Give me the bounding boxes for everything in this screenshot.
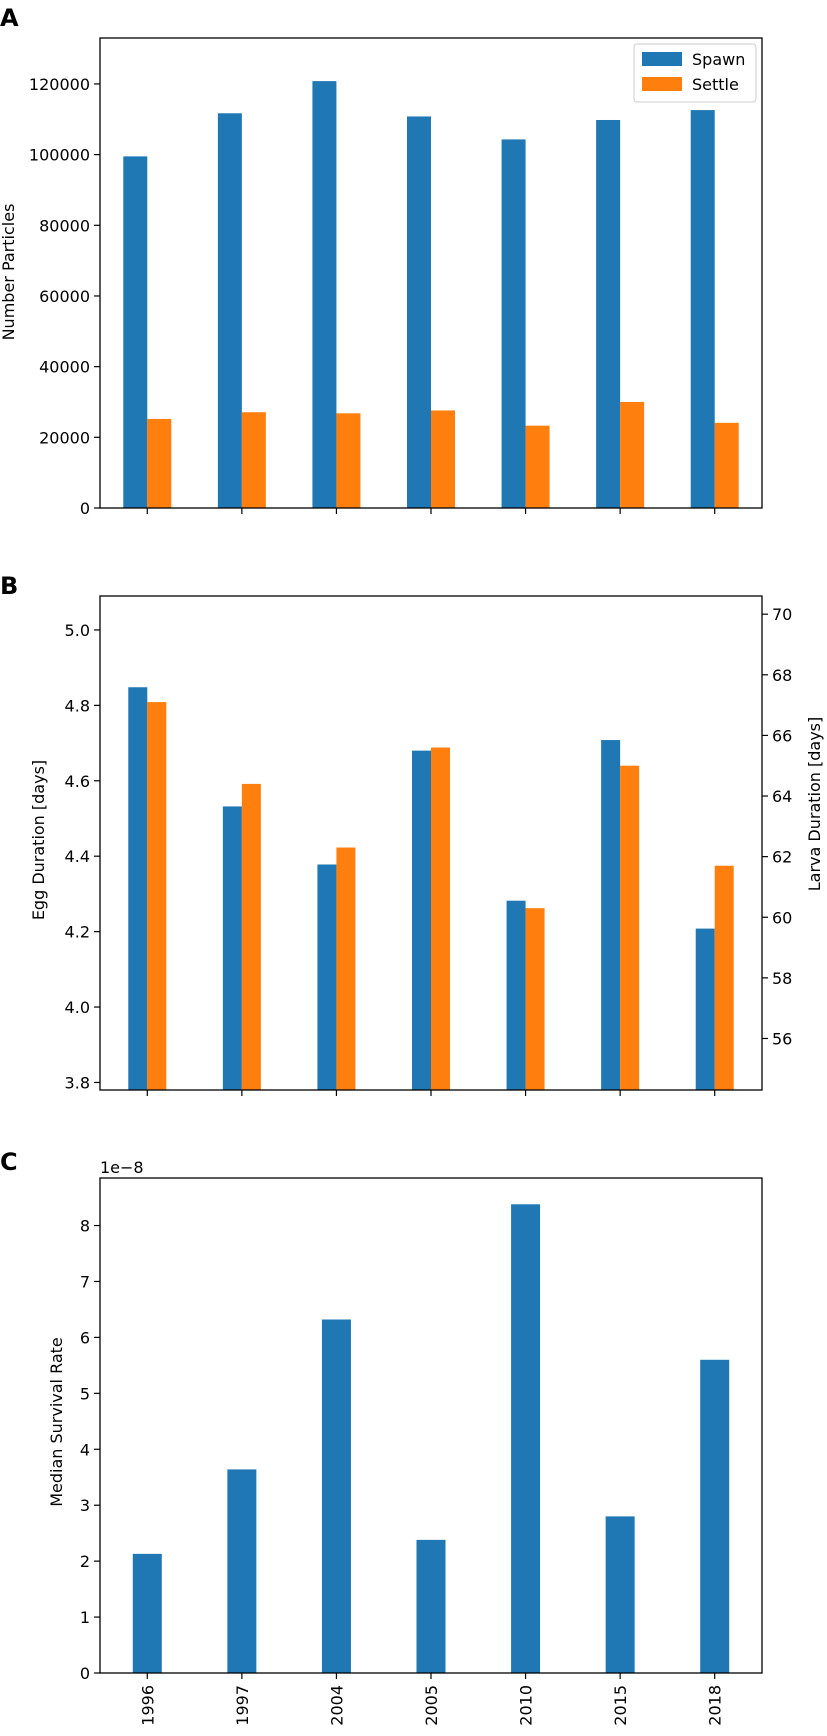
panel-c-xtick-label: 2018 [706,1685,725,1726]
panel-b-ytick-label-right: 68 [772,666,792,685]
bar-spawn-1996 [123,156,148,508]
bar-survival-1996 [132,1553,162,1673]
panel-a-ytick-label: 120000 [29,75,90,94]
panel-c-offset-text: 1e−8 [100,1158,144,1177]
bar-survival-2005 [416,1539,446,1673]
panel-c-ytick-label: 2 [80,1552,90,1571]
panel-b-chart: Egg Duration [days] Larva Duration [days… [29,595,824,1096]
bar-egg-duration-2004 [317,864,337,1090]
bar-settle-2005 [431,410,455,508]
panel-c-ytick-label: 6 [80,1328,90,1347]
bar-settle-2004 [336,413,361,508]
panel-a-ytick-label: 40000 [39,358,90,377]
panel-c-ytick-label: 4 [80,1440,90,1459]
panel-b-ylabel-left: Egg Duration [days] [29,760,48,920]
panel-c-xtick-label: 2015 [611,1685,630,1726]
bar-egg-duration-2010 [506,900,526,1090]
panel-b-ytick-label: 4.6 [65,772,90,791]
panel-c-ylabel: Median Survival Rate [47,1337,66,1507]
panel-a-ylabel: Number Particles [0,204,18,341]
panel-b-ytick-label-right: 58 [772,969,792,988]
panel-b-ytick-label: 4.4 [65,847,90,866]
bar-settle-1996 [147,418,172,508]
bar-larva-duration-2015 [620,765,640,1090]
panel-c-ytick-label: 8 [80,1217,90,1236]
panel-b-ytick-label: 5.0 [65,621,90,640]
panel-b-ytick-label-right: 64 [772,787,792,806]
panel-a-ytick-label: 20000 [39,428,90,447]
bar-survival-2015 [605,1516,635,1673]
legend-label-settle: Settle [692,75,739,94]
panel-a-legend: Spawn Settle [633,43,757,103]
panel-b-ytick-label-right: 62 [772,848,792,867]
panel-c-ytick-label: 0 [80,1664,90,1683]
panel-c-xtick-label: 1997 [233,1685,252,1726]
panel-label-c: C [0,1148,18,1176]
bar-egg-duration-1996 [128,687,148,1090]
bar-settle-2015 [620,401,645,508]
panel-a-chart: Number Particles 0 20000 40000 60000 80000 10… [0,37,763,518]
panel-c-ytick-label: 5 [80,1384,90,1403]
bar-settle-2010 [525,425,550,508]
panel-b-ytick-label-right: 56 [772,1029,792,1048]
panel-b-ytick-label: 4.8 [65,696,90,715]
panel-c-ytick-label: 3 [80,1496,90,1515]
panel-a-ytick-label: 60000 [39,287,90,306]
panel-b-ytick-label: 4.0 [65,998,90,1017]
bar-larva-duration-2018 [714,865,734,1090]
bar-egg-duration-2015 [601,740,621,1090]
bar-settle-2018 [714,422,739,508]
panel-a-frame [99,37,763,509]
panel-b-ytick-label: 4.2 [65,923,90,942]
bar-settle-1997 [241,412,266,508]
bar-larva-duration-2004 [336,847,356,1090]
bar-spawn-2010 [501,139,526,508]
panel-b-ytick-label-right: 66 [772,726,792,745]
panel-c-xtick-label: 2010 [517,1685,536,1726]
panel-a-ytick-label: 0 [80,499,90,518]
panel-b-ytick-label-right: 60 [772,908,792,927]
bar-survival-2010 [511,1204,541,1673]
bar-survival-2004 [321,1319,351,1673]
panel-c-xtick-label: 2004 [327,1685,346,1726]
panel-a-ytick-label: 100000 [29,146,90,165]
bar-spawn-1997 [217,113,242,508]
legend-swatch-spawn [642,52,682,66]
panel-c-frame [99,1177,763,1674]
bar-spawn-2005 [407,116,431,509]
bar-survival-2018 [700,1359,730,1673]
bar-egg-duration-1997 [222,806,242,1090]
panel-b-ytick-label-right: 70 [772,605,792,624]
panel-b-frame [99,595,763,1091]
bar-spawn-2015 [596,119,621,509]
bar-larva-duration-1996 [147,702,167,1090]
bar-larva-duration-1997 [241,783,261,1090]
legend-swatch-settle [642,77,682,91]
bar-spawn-2004 [312,81,337,508]
panel-c-ytick-label: 1 [80,1608,90,1627]
panel-b-ylabel-right: Larva Duration [days] [805,717,824,891]
panel-c-ytick-label: 7 [80,1272,90,1291]
bar-survival-1997 [227,1469,257,1673]
panel-c-xtick-label: 2005 [422,1685,441,1726]
bar-larva-duration-2010 [525,908,545,1090]
panel-b-ytick-label: 3.8 [65,1073,90,1092]
panel-a-ytick-label: 80000 [39,216,90,235]
bar-larva-duration-2005 [431,747,450,1090]
legend-label-spawn: Spawn [692,50,745,69]
panel-c-xtick-label: 1996 [138,1685,157,1726]
panel-c-chart: Median Survival Rate 1e−8 1996 1997 2004 20… [47,1158,763,1726]
bar-egg-duration-2005 [412,750,431,1090]
panel-label-b: B [0,572,18,600]
bar-spawn-2018 [690,110,715,509]
panel-label-a: A [0,4,19,32]
bar-egg-duration-2018 [695,928,715,1090]
